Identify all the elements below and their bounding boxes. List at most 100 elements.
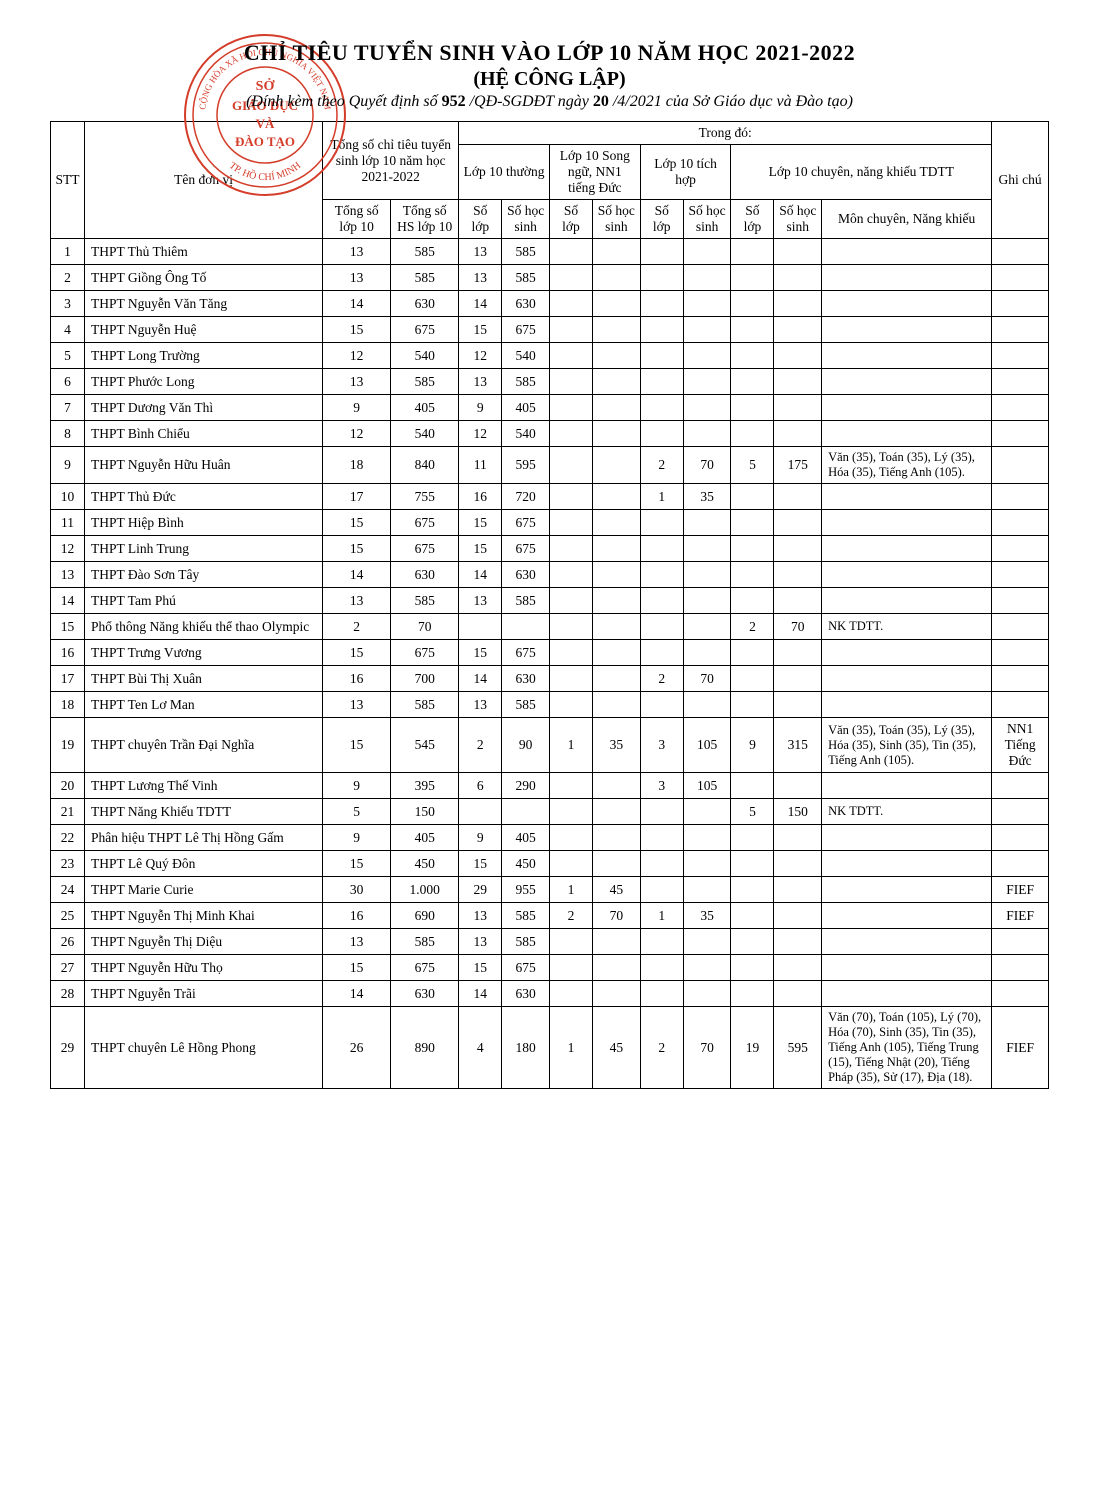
cell-thuong-lop: 14 [459, 981, 502, 1007]
cell-songngu-lop [549, 447, 592, 484]
cell-songngu-lop [549, 395, 592, 421]
cell-songngu-hs [593, 239, 641, 265]
cell-mon [822, 588, 992, 614]
cell-chuyen-lop: 2 [731, 614, 774, 640]
cell-tichhop-lop: 2 [640, 1007, 683, 1089]
cell-tichhop-lop: 3 [640, 718, 683, 773]
table-row: 23THPT Lê Quý Đôn1545015450 [51, 851, 1049, 877]
cell-tichhop-hs [683, 640, 731, 666]
cell-ghi [992, 265, 1049, 291]
cell-chuyen-hs [774, 877, 822, 903]
table-row: 16THPT Trưng Vương1567515675 [51, 640, 1049, 666]
cell-thuong-hs: 630 [502, 562, 550, 588]
table-body: 1THPT Thủ Thiêm13585135852THPT Giồng Ông… [51, 239, 1049, 1089]
cell-chuyen-lop [731, 955, 774, 981]
cell-tichhop-hs: 70 [683, 666, 731, 692]
cell-tichhop-hs [683, 929, 731, 955]
table-row: 26THPT Nguyễn Thị Diệu1358513585 [51, 929, 1049, 955]
cell-mon [822, 825, 992, 851]
cell-stt: 13 [51, 562, 85, 588]
cell-songngu-hs [593, 666, 641, 692]
table-row: 27THPT Nguyễn Hữu Thọ1567515675 [51, 955, 1049, 981]
cell-chuyen-lop [731, 981, 774, 1007]
cell-chuyen-lop [731, 666, 774, 692]
cell-thuong-hs: 630 [502, 981, 550, 1007]
cell-stt: 23 [51, 851, 85, 877]
cell-thuong-hs: 585 [502, 369, 550, 395]
cell-thuong-lop: 14 [459, 562, 502, 588]
cell-name: THPT Nguyễn Thị Diệu [85, 929, 323, 955]
cell-tong-lop: 15 [323, 536, 391, 562]
cell-tichhop-hs: 105 [683, 773, 731, 799]
subtitle-mid: /QĐ-SGDĐT ngày [470, 93, 589, 110]
cell-name: THPT Hiệp Bình [85, 510, 323, 536]
cell-name: THPT Ten Lơ Man [85, 692, 323, 718]
cell-tong-hs: 450 [391, 851, 459, 877]
cell-stt: 22 [51, 825, 85, 851]
cell-chuyen-hs [774, 640, 822, 666]
table-row: 15Phổ thông Năng khiếu thể thao Olympic2… [51, 614, 1049, 640]
cell-tichhop-hs: 35 [683, 484, 731, 510]
cell-thuong-hs: 675 [502, 536, 550, 562]
cell-mon [822, 291, 992, 317]
cell-mon [822, 239, 992, 265]
cell-tichhop-hs [683, 510, 731, 536]
cell-name: THPT Bình Chiểu [85, 421, 323, 447]
cell-chuyen-hs [774, 981, 822, 1007]
cell-stt: 27 [51, 955, 85, 981]
cell-songngu-hs [593, 825, 641, 851]
cell-tong-hs: 630 [391, 981, 459, 1007]
cell-songngu-lop [549, 929, 592, 955]
cell-mon [822, 666, 992, 692]
hdr-lop10-thuong: Lớp 10 thường [459, 145, 550, 200]
cell-tichhop-lop [640, 562, 683, 588]
cell-songngu-lop [549, 265, 592, 291]
cell-chuyen-lop [731, 484, 774, 510]
cell-tichhop-hs [683, 317, 731, 343]
cell-thuong-hs: 675 [502, 510, 550, 536]
cell-stt: 17 [51, 666, 85, 692]
subtitle: (Đính kèm theo Quyết định số 952 /QĐ-SGD… [50, 93, 1049, 111]
hdr-stt: STT [51, 122, 85, 239]
cell-mon: NK TDTT. [822, 799, 992, 825]
cell-chuyen-hs [774, 825, 822, 851]
cell-songngu-lop [549, 799, 592, 825]
cell-ghi [992, 773, 1049, 799]
cell-chuyen-lop [731, 640, 774, 666]
cell-songngu-lop [549, 825, 592, 851]
cell-ghi: FIEF [992, 903, 1049, 929]
cell-thuong-hs [502, 614, 550, 640]
cell-chuyen-hs [774, 265, 822, 291]
cell-songngu-lop [549, 955, 592, 981]
cell-tong-lop: 15 [323, 851, 391, 877]
cell-tong-lop: 13 [323, 239, 391, 265]
cell-tong-lop: 26 [323, 1007, 391, 1089]
cell-thuong-lop: 15 [459, 317, 502, 343]
table-row: 6THPT Phước Long1358513585 [51, 369, 1049, 395]
hdr-ghi-chu: Ghi chú [992, 122, 1049, 239]
cell-name: THPT Nguyễn Huệ [85, 317, 323, 343]
cell-mon [822, 877, 992, 903]
cell-chuyen-lop [731, 692, 774, 718]
hdr-so-hs-2: Số học sinh [593, 200, 641, 239]
cell-mon [822, 395, 992, 421]
cell-tong-lop: 2 [323, 614, 391, 640]
cell-chuyen-hs [774, 536, 822, 562]
cell-chuyen-lop: 19 [731, 1007, 774, 1089]
cell-thuong-hs: 585 [502, 692, 550, 718]
cell-mon: Văn (35), Toán (35), Lý (35), Hóa (35), … [822, 447, 992, 484]
cell-chuyen-hs [774, 343, 822, 369]
cell-thuong-lop: 13 [459, 903, 502, 929]
cell-tichhop-lop: 2 [640, 666, 683, 692]
cell-mon [822, 421, 992, 447]
cell-thuong-lop: 13 [459, 692, 502, 718]
table-row: 4THPT Nguyễn Huệ1567515675 [51, 317, 1049, 343]
cell-mon [822, 981, 992, 1007]
cell-ghi [992, 692, 1049, 718]
hdr-tong-so-lop10: Tổng số lớp 10 [323, 200, 391, 239]
cell-stt: 6 [51, 369, 85, 395]
hdr-so-lop-3: Số lớp [640, 200, 683, 239]
cell-thuong-lop: 14 [459, 666, 502, 692]
cell-chuyen-hs [774, 666, 822, 692]
cell-stt: 7 [51, 395, 85, 421]
